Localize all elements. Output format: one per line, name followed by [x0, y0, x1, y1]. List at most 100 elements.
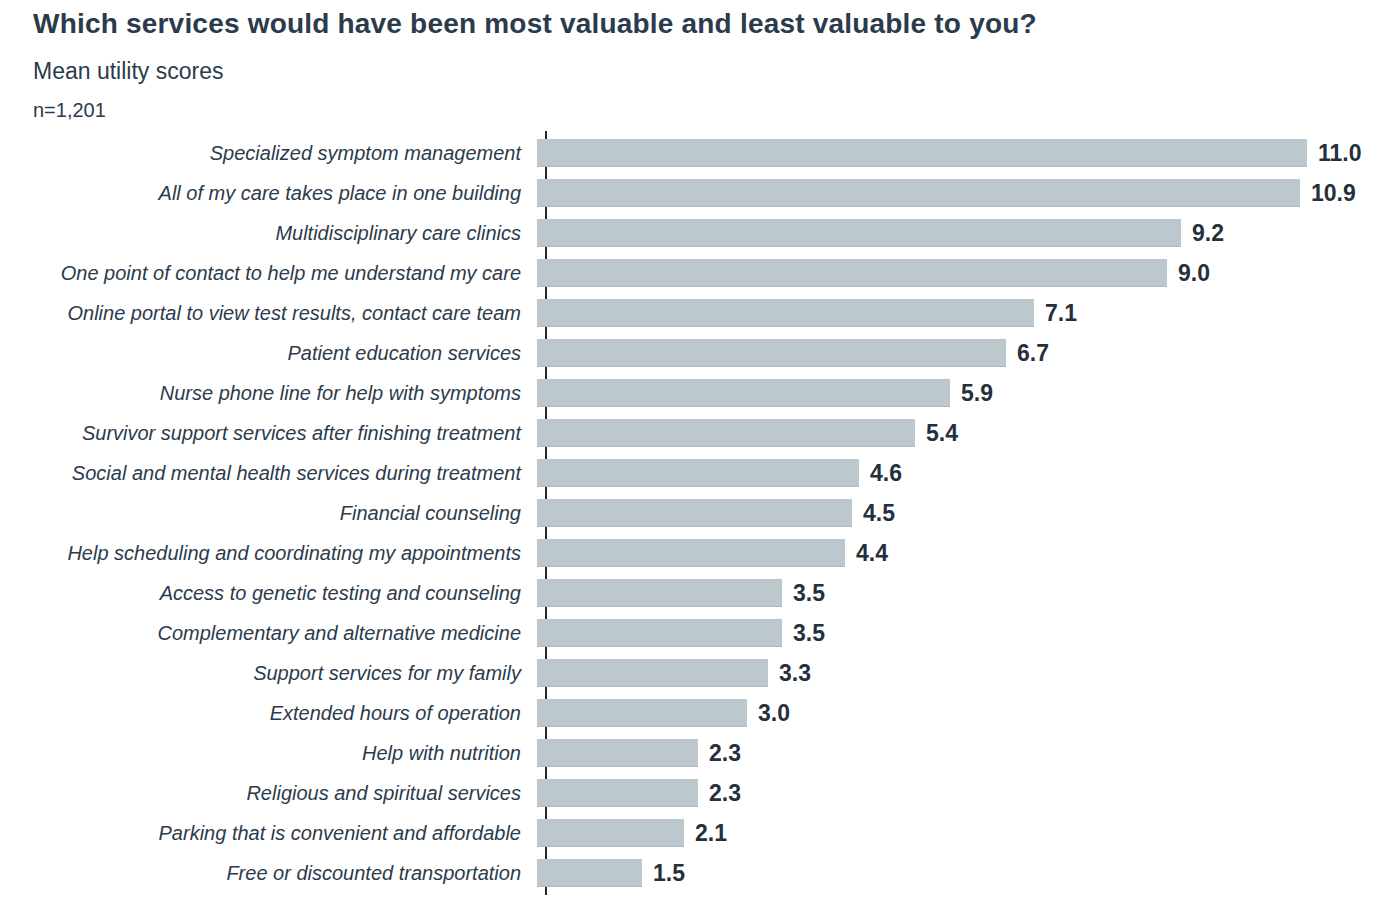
- bar-track: 6.7: [531, 333, 1400, 373]
- bar-label: Online portal to view test results, cont…: [0, 302, 531, 325]
- bar-value: 10.9: [1311, 180, 1356, 207]
- bar-track: 5.4: [531, 413, 1400, 453]
- bar-value: 5.9: [961, 380, 993, 407]
- bar-label: Nurse phone line for help with symptoms: [0, 382, 531, 405]
- bar-label: Help with nutrition: [0, 742, 531, 765]
- bar-row: Help with nutrition 2.3: [0, 733, 1400, 773]
- bar: [537, 139, 1307, 167]
- bar: [537, 419, 915, 447]
- bar: [537, 259, 1167, 287]
- bar: [537, 339, 1006, 367]
- survey-chart-page: Which services would have been most valu…: [0, 0, 1400, 904]
- bar-label: Extended hours of operation: [0, 702, 531, 725]
- bar: [537, 699, 747, 727]
- bar-value: 7.1: [1045, 300, 1077, 327]
- bar-row: Specialized symptom management 11.0: [0, 133, 1400, 173]
- chart-header: Which services would have been most valu…: [0, 0, 1400, 122]
- bar-value: 3.5: [793, 580, 825, 607]
- bar-track: 3.5: [531, 573, 1400, 613]
- bar-row: Online portal to view test results, cont…: [0, 293, 1400, 333]
- bar: [537, 499, 852, 527]
- bar-value: 5.4: [926, 420, 958, 447]
- bar-track: 3.5: [531, 613, 1400, 653]
- bar-chart: Specialized symptom management 11.0 All …: [0, 131, 1400, 895]
- bar: [537, 379, 950, 407]
- bar: [537, 179, 1300, 207]
- bar-label: Help scheduling and coordinating my appo…: [0, 542, 531, 565]
- bar: [537, 579, 782, 607]
- bar: [537, 659, 768, 687]
- bar-value: 2.1: [695, 820, 727, 847]
- bar: [537, 779, 698, 807]
- bar-track: 7.1: [531, 293, 1400, 333]
- bar-row: Support services for my family 3.3: [0, 653, 1400, 693]
- bar-track: 2.3: [531, 773, 1400, 813]
- bar-label: Complementary and alternative medicine: [0, 622, 531, 645]
- bar-label: One point of contact to help me understa…: [0, 262, 531, 285]
- bar-row: Financial counseling 4.5: [0, 493, 1400, 533]
- bar-value: 4.6: [870, 460, 902, 487]
- bar-row: Complementary and alternative medicine 3…: [0, 613, 1400, 653]
- bar-row: Multidisciplinary care clinics 9.2: [0, 213, 1400, 253]
- bar-label: Access to genetic testing and counseling: [0, 582, 531, 605]
- bar-track: 9.0: [531, 253, 1400, 293]
- bar-value: 9.0: [1178, 260, 1210, 287]
- bar-track: 4.4: [531, 533, 1400, 573]
- bar-value: 3.0: [758, 700, 790, 727]
- bar-row: Access to genetic testing and counseling…: [0, 573, 1400, 613]
- bar-track: 2.1: [531, 813, 1400, 853]
- bar: [537, 739, 698, 767]
- bar-label: Patient education services: [0, 342, 531, 365]
- bar-value: 4.4: [856, 540, 888, 567]
- bar-value: 2.3: [709, 780, 741, 807]
- bar-track: 3.3: [531, 653, 1400, 693]
- bar-value: 11.0: [1318, 140, 1362, 167]
- bar-row: Religious and spiritual services 2.3: [0, 773, 1400, 813]
- page-title: Which services would have been most valu…: [33, 8, 1400, 40]
- bar-label: All of my care takes place in one buildi…: [0, 182, 531, 205]
- bar-row: Patient education services 6.7: [0, 333, 1400, 373]
- bar-row: Free or discounted transportation 1.5: [0, 853, 1400, 893]
- bar-track: 2.3: [531, 733, 1400, 773]
- chart-rows: Specialized symptom management 11.0 All …: [0, 133, 1400, 893]
- bar: [537, 859, 642, 887]
- bar-track: 4.6: [531, 453, 1400, 493]
- bar-row: Help scheduling and coordinating my appo…: [0, 533, 1400, 573]
- sample-size: n=1,201: [33, 99, 1400, 122]
- bar: [537, 619, 782, 647]
- bar-value: 3.3: [779, 660, 811, 687]
- bar-value: 4.5: [863, 500, 895, 527]
- bar-track: 1.5: [531, 853, 1400, 893]
- bar-track: 10.9: [531, 173, 1400, 213]
- bar: [537, 459, 859, 487]
- chart-subtitle: Mean utility scores: [33, 58, 1400, 85]
- bar-label: Multidisciplinary care clinics: [0, 222, 531, 245]
- bar-row: Nurse phone line for help with symptoms …: [0, 373, 1400, 413]
- bar-label: Specialized symptom management: [0, 142, 531, 165]
- bar-row: Parking that is convenient and affordabl…: [0, 813, 1400, 853]
- bar: [537, 299, 1034, 327]
- bar-label: Religious and spiritual services: [0, 782, 531, 805]
- bar-row: One point of contact to help me understa…: [0, 253, 1400, 293]
- bar-value: 2.3: [709, 740, 741, 767]
- bar-label: Parking that is convenient and affordabl…: [0, 822, 531, 845]
- bar-value: 1.5: [653, 860, 685, 887]
- bar-track: 9.2: [531, 213, 1400, 253]
- bar-label: Social and mental health services during…: [0, 462, 531, 485]
- bar-label: Financial counseling: [0, 502, 531, 525]
- bar-track: 3.0: [531, 693, 1400, 733]
- bar-value: 9.2: [1192, 220, 1224, 247]
- bar-label: Support services for my family: [0, 662, 531, 685]
- bar-row: Extended hours of operation 3.0: [0, 693, 1400, 733]
- bar-label: Free or discounted transportation: [0, 862, 531, 885]
- bar-row: Survivor support services after finishin…: [0, 413, 1400, 453]
- bar-value: 6.7: [1017, 340, 1049, 367]
- bar-track: 4.5: [531, 493, 1400, 533]
- bar-value: 3.5: [793, 620, 825, 647]
- bar-track: 5.9: [531, 373, 1400, 413]
- bar-track: 11.0: [531, 133, 1400, 173]
- bar: [537, 819, 684, 847]
- bar-label: Survivor support services after finishin…: [0, 422, 531, 445]
- bar-row: Social and mental health services during…: [0, 453, 1400, 493]
- bar: [537, 219, 1181, 247]
